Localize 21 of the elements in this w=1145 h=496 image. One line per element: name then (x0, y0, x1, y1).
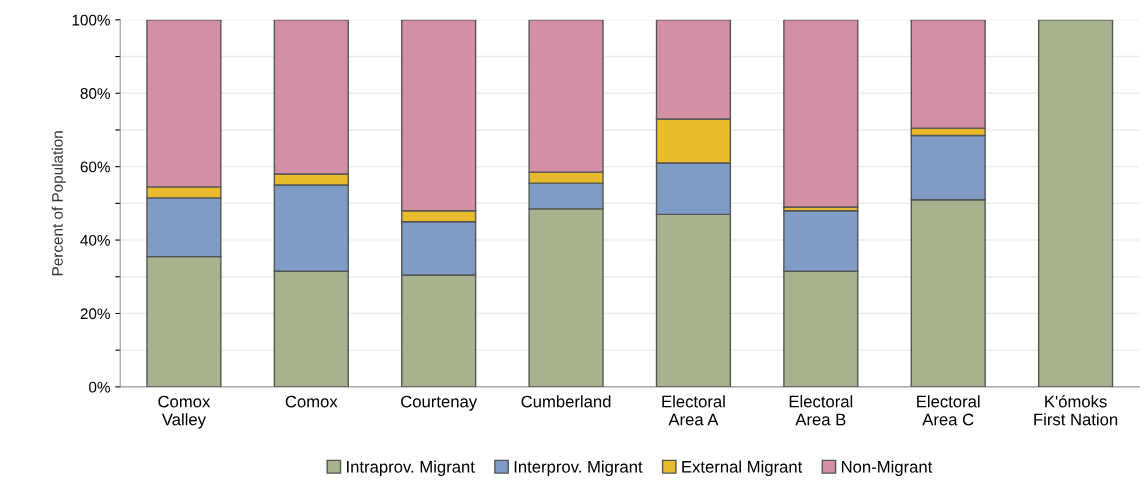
legend-label: Intraprov. Migrant (347, 460, 475, 477)
y-tick-label: 100% (72, 14, 110, 26)
legend-label: External Migrant (682, 460, 803, 477)
x-tick-label: Electoral Area B (789, 395, 853, 426)
x-tick-label: Courtenay (401, 395, 478, 411)
y-tick-label: 0% (89, 381, 110, 393)
y-tick-label: 60% (80, 161, 110, 173)
y-tick-label: 80% (80, 88, 110, 99)
x-tick-label: Comox Valley (158, 395, 211, 429)
y-tick-label: 20% (80, 308, 110, 320)
x-tick-label: Comox (285, 395, 338, 408)
y-axis-title: Percent of Population (51, 131, 66, 276)
bar (783, 19, 859, 208)
legend-label: Interprov. Migrant (514, 460, 643, 477)
x-tick-label: Cumberland (521, 395, 611, 408)
x-tick-label: Electoral Area A (662, 395, 725, 426)
y-tick-label: 40% (80, 234, 110, 246)
x-tick-label: Electoral Area C (917, 395, 980, 426)
x-tick-label: K'ómoks First Nation (1034, 395, 1118, 426)
legend-label: Non-Migrant (841, 460, 933, 477)
bar (1037, 19, 1114, 387)
